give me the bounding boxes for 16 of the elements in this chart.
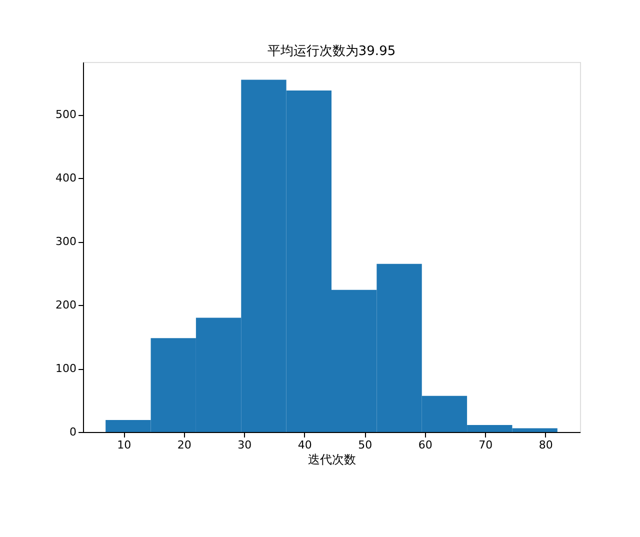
x-tick-label: 40 [298, 438, 312, 452]
chart-title: 平均运行次数为39.95 [267, 44, 396, 59]
y-tick-label: 200 [56, 298, 76, 312]
x-tick-label: 30 [238, 438, 252, 452]
y-tick-label: 300 [56, 235, 76, 248]
y-tick-label: 500 [56, 108, 76, 122]
y-tick-label: 100 [56, 362, 76, 376]
x-tick-label: 50 [358, 438, 372, 452]
x-tick-label: 20 [177, 438, 192, 452]
x-axis-title: 迭代次数 [308, 452, 356, 466]
y-tick-label: 0 [70, 426, 76, 438]
y-tick-label: 400 [56, 172, 76, 185]
x-tick-label: 80 [538, 438, 553, 452]
x-tick-label: 10 [117, 438, 132, 452]
x-tick-label: 60 [418, 438, 432, 452]
x-tick-label: 70 [478, 438, 493, 452]
